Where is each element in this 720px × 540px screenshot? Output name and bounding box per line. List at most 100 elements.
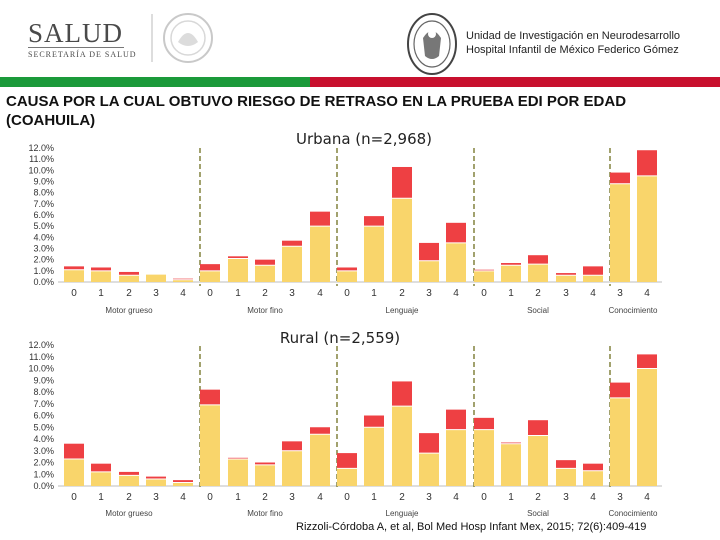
urban-y-tick-label: 6.0% — [33, 210, 54, 220]
urban-bar-base — [583, 275, 603, 282]
rural-x-tick-label: 0 — [71, 492, 77, 503]
rural-bar-base — [501, 443, 521, 486]
rural-bar-base — [528, 435, 548, 486]
urban-bar-top — [610, 172, 630, 184]
urban-x-tick-label: 4 — [317, 288, 323, 299]
urban-bar-base — [446, 242, 466, 282]
rural-x-tick-label: 4 — [180, 492, 186, 503]
urban-x-tick-label: 4 — [590, 288, 596, 299]
salud-logo-subtitle: SECRETARÍA DE SALUD — [28, 50, 137, 59]
urban-x-tick-label: 1 — [508, 288, 514, 299]
urban-bar-top — [200, 264, 220, 271]
slide-title: CAUSA POR LA CUAL OBTUVO RIESGO DE RETRA… — [6, 93, 627, 129]
rural-bar-base — [173, 482, 193, 486]
rural-x-tick-label: 3 — [426, 492, 432, 503]
urban-bar-top — [583, 266, 603, 276]
mexico-seal-icon — [151, 13, 213, 63]
urban-x-tick-label: 0 — [481, 288, 487, 299]
rural-bar-base — [446, 429, 466, 486]
urban-x-tick-label: 4 — [644, 288, 650, 299]
rural-x-tick-label: 2 — [126, 492, 132, 503]
rural-y-tick-label: 12.0% — [28, 340, 54, 350]
rural-y-tick-label: 9.0% — [33, 375, 54, 385]
urban-y-tick-label: 3.0% — [33, 244, 54, 254]
urban-bar-base — [610, 183, 630, 282]
urban-bar-top — [637, 150, 657, 176]
rural-x-tick-label: 3 — [617, 492, 623, 503]
urban-bar-top — [228, 256, 248, 259]
rural-x-tick-label: 1 — [235, 492, 241, 503]
rural-x-tick-label: 0 — [344, 492, 350, 503]
urban-bar-base — [119, 275, 139, 282]
urban-y-tick-label: 5.0% — [33, 221, 54, 231]
urban-x-tick-label: 1 — [235, 288, 241, 299]
urban-category-label: Social — [527, 306, 549, 315]
rural-y-tick-label: 3.0% — [33, 446, 54, 456]
rural-x-tick-label: 2 — [535, 492, 541, 503]
rural-bar-base — [282, 450, 302, 486]
rural-bar-top — [255, 462, 275, 465]
urban-bar-base — [146, 274, 166, 282]
rural-y-tick-label: 11.0% — [29, 352, 54, 362]
rural-y-tick-label: 4.0% — [33, 434, 54, 444]
rural-x-tick-label: 1 — [508, 492, 514, 503]
header-band-green — [0, 77, 310, 87]
rural-bar-top — [610, 382, 630, 398]
urban-bar-top — [255, 259, 275, 266]
rural-bar-base — [419, 453, 439, 486]
rural-bar-top — [556, 460, 576, 469]
urban-x-tick-label: 3 — [563, 288, 569, 299]
rural-bar-base — [610, 397, 630, 486]
rural-bar-top — [501, 442, 521, 444]
rural-bar-base — [637, 368, 657, 486]
urban-bar-base — [310, 226, 330, 282]
rural-bar-top — [446, 409, 466, 430]
hospital-seal-icon — [407, 13, 457, 75]
urban-y-tick-label: 8.0% — [33, 188, 54, 198]
rural-bar-top — [419, 433, 439, 454]
urban-bar-base — [364, 226, 384, 282]
rural-bar-base — [583, 470, 603, 486]
urban-y-tick-label: 11.0% — [29, 154, 54, 164]
urban-y-tick-label: 7.0% — [33, 199, 54, 209]
urban-bar-top — [64, 266, 84, 270]
urban-y-tick-label: 9.0% — [33, 177, 54, 187]
rural-category-label: Conocimiento — [609, 509, 658, 518]
salud-logo-rule — [28, 47, 124, 48]
urban-bar-top — [282, 240, 302, 247]
urban-y-tick-label: 4.0% — [33, 232, 54, 242]
institution-unit: Unidad de Investigación en Neurodesarrol… — [466, 30, 681, 42]
urban-x-tick-label: 2 — [262, 288, 268, 299]
urban-y-tick-label: 0.0% — [33, 277, 54, 287]
urban-category-label: Lenguaje — [386, 306, 419, 315]
urban-bar-top — [173, 278, 193, 280]
rural-bar-top — [200, 389, 220, 405]
rural-bar-base — [146, 478, 166, 486]
rural-bar-base — [91, 471, 111, 486]
rural-bar-top — [228, 457, 248, 459]
urban-x-tick-label: 2 — [126, 288, 132, 299]
urban-bar-top — [91, 267, 111, 271]
rural-x-tick-label: 1 — [371, 492, 377, 503]
rural-bar-top — [146, 476, 166, 479]
urban-x-tick-label: 2 — [399, 288, 405, 299]
rural-chart-title: Rural (n=2,559) — [280, 329, 400, 347]
rural-bar-top — [528, 420, 548, 436]
urban-y-tick-label: 12.0% — [28, 143, 54, 153]
rural-category-label: Motor grueso — [105, 509, 153, 518]
urban-bar-base — [392, 198, 412, 282]
rural-bar-base — [364, 427, 384, 486]
urban-bar-top — [419, 242, 439, 261]
urban-bar-top — [310, 211, 330, 227]
rural-bar-top — [364, 415, 384, 428]
urban-x-tick-label: 3 — [289, 288, 295, 299]
rural-bar-top — [392, 381, 412, 407]
rural-x-tick-label: 2 — [262, 492, 268, 503]
urban-x-tick-label: 4 — [180, 288, 186, 299]
urban-bar-base — [64, 269, 84, 282]
urban-bar-top — [446, 222, 466, 243]
rural-bar-top — [282, 441, 302, 451]
urban-bar-base — [200, 270, 220, 282]
rural-x-tick-label: 3 — [563, 492, 569, 503]
rural-x-tick-label: 4 — [317, 492, 323, 503]
